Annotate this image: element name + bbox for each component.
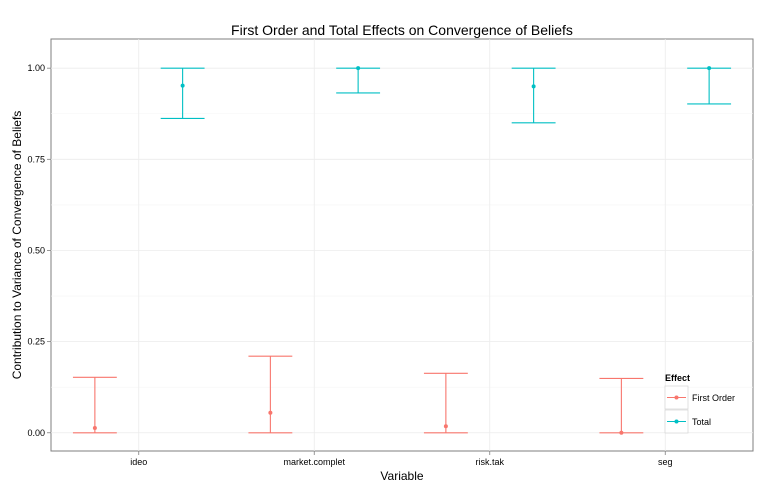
data-point bbox=[92, 426, 97, 431]
legend-title: Effect bbox=[665, 373, 690, 383]
data-point bbox=[356, 66, 361, 71]
data-point bbox=[268, 410, 273, 415]
data-point bbox=[443, 424, 448, 429]
data-point bbox=[707, 66, 712, 71]
chart-title: First Order and Total Effects on Converg… bbox=[231, 22, 573, 38]
legend-label: First Order bbox=[692, 393, 735, 403]
plot-background bbox=[50, 38, 754, 452]
legend-label: Total bbox=[692, 417, 711, 427]
data-point bbox=[619, 430, 624, 435]
y-tick-label: 0.25 bbox=[27, 337, 45, 347]
x-axis: ideo market.complet risk.tak seg bbox=[130, 451, 673, 467]
x-tick-label: seg bbox=[658, 457, 673, 467]
y-tick-label: 0.75 bbox=[27, 154, 45, 164]
series-first-order bbox=[72, 355, 644, 435]
legend-key-point bbox=[674, 419, 679, 424]
x-tick-label: risk.tak bbox=[475, 457, 504, 467]
y-tick-label: 0.00 bbox=[27, 428, 45, 438]
x-tick-label: ideo bbox=[130, 457, 147, 467]
series-total bbox=[160, 66, 732, 124]
y-axis: 0.00 0.25 0.50 0.75 1.00 bbox=[27, 63, 51, 438]
data-point bbox=[531, 84, 536, 89]
grid-lines bbox=[51, 39, 753, 451]
data-point bbox=[180, 83, 185, 88]
y-tick-label: 1.00 bbox=[27, 63, 45, 73]
x-axis-title: Variable bbox=[380, 469, 423, 483]
legend-key-point bbox=[674, 395, 679, 400]
plot-panel bbox=[50, 38, 754, 452]
x-tick-label: market.complet bbox=[283, 457, 345, 467]
series-layer bbox=[72, 66, 732, 435]
y-axis-title: Contribution to Variance of Convergence … bbox=[10, 111, 24, 380]
y-tick-label: 0.50 bbox=[27, 245, 45, 255]
